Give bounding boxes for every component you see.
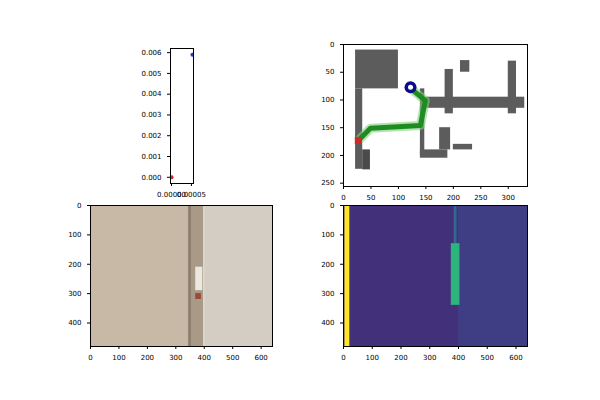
- svg-text:200: 200: [321, 152, 334, 160]
- svg-text:300: 300: [502, 194, 515, 202]
- svg-text:50: 50: [326, 68, 335, 76]
- svg-text:0: 0: [330, 41, 334, 49]
- svg-text:150: 150: [321, 124, 334, 132]
- svg-text:250: 250: [321, 179, 334, 187]
- svg-text:0.006: 0.006: [141, 49, 162, 57]
- svg-text:0.005: 0.005: [141, 70, 161, 78]
- svg-text:400: 400: [321, 319, 334, 327]
- svg-text:0: 0: [88, 354, 92, 362]
- svg-text:200: 200: [321, 260, 334, 268]
- svg-text:100: 100: [321, 96, 334, 104]
- svg-text:200: 200: [447, 194, 460, 202]
- svg-text:400: 400: [452, 354, 465, 362]
- svg-text:0.001: 0.001: [141, 153, 161, 161]
- svg-text:200: 200: [68, 260, 81, 268]
- svg-text:0.00005: 0.00005: [177, 191, 206, 199]
- svg-text:250: 250: [474, 194, 487, 202]
- svg-text:400: 400: [68, 319, 81, 327]
- svg-text:300: 300: [68, 290, 81, 298]
- svg-text:100: 100: [321, 231, 334, 239]
- svg-text:500: 500: [481, 354, 494, 362]
- svg-text:300: 300: [321, 290, 334, 298]
- svg-text:600: 600: [509, 354, 522, 362]
- svg-text:0: 0: [341, 354, 345, 362]
- svg-text:0: 0: [341, 194, 345, 202]
- svg-text:100: 100: [68, 231, 81, 239]
- svg-text:300: 300: [169, 354, 182, 362]
- svg-text:500: 500: [226, 354, 239, 362]
- svg-text:0.004: 0.004: [141, 90, 162, 98]
- svg-text:400: 400: [198, 354, 211, 362]
- svg-text:0.000: 0.000: [141, 174, 161, 182]
- svg-text:150: 150: [419, 194, 432, 202]
- svg-text:0: 0: [330, 202, 334, 210]
- svg-text:0.003: 0.003: [141, 111, 161, 119]
- svg-text:0: 0: [77, 202, 81, 210]
- svg-text:100: 100: [366, 354, 379, 362]
- svg-text:50: 50: [367, 194, 376, 202]
- svg-text:0.002: 0.002: [141, 132, 161, 140]
- svg-text:600: 600: [254, 354, 267, 362]
- svg-text:200: 200: [394, 354, 407, 362]
- svg-text:100: 100: [392, 194, 405, 202]
- svg-text:200: 200: [141, 354, 154, 362]
- svg-text:300: 300: [423, 354, 436, 362]
- svg-text:0.00000: 0.00000: [157, 191, 186, 200]
- svg-text:100: 100: [112, 354, 125, 362]
